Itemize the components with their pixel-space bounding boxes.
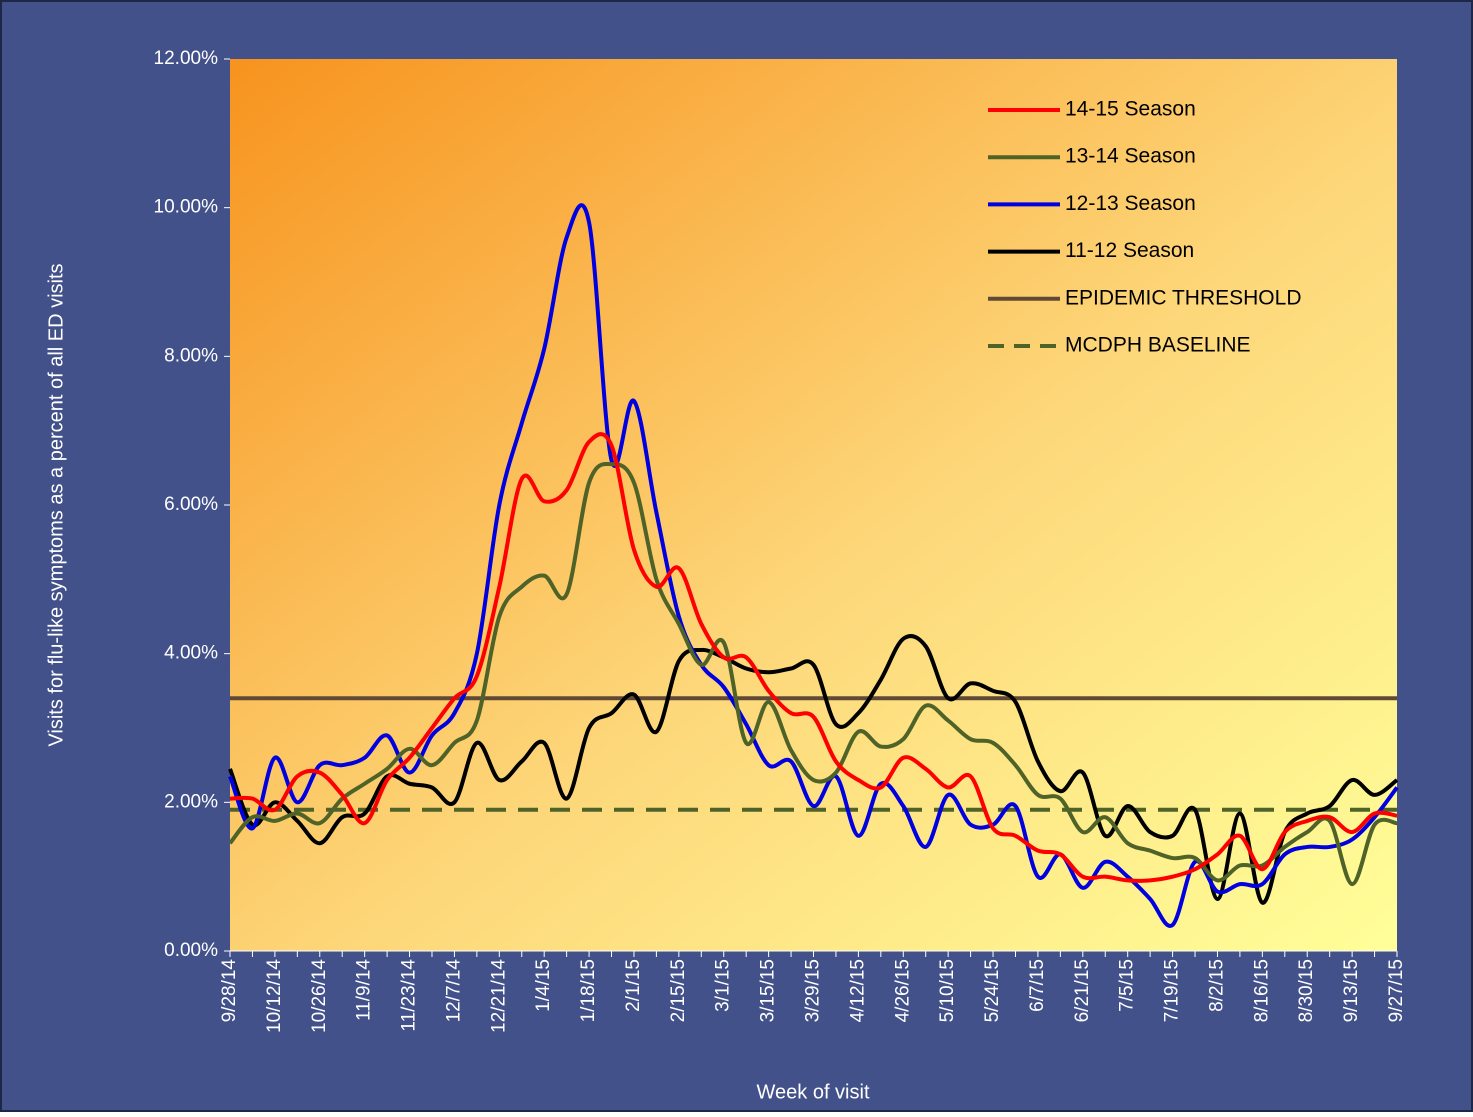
x-tick-label: 3/1/15 bbox=[713, 959, 734, 1012]
x-tick-label: 8/16/15 bbox=[1251, 959, 1272, 1022]
y-tick-label: 6.00% bbox=[164, 494, 218, 515]
x-tick-label: 4/12/15 bbox=[847, 959, 868, 1022]
x-axis-title: Week of visit bbox=[757, 1081, 870, 1103]
legend-label: MCDPH BASELINE bbox=[1065, 334, 1251, 357]
legend-label: 11-12 Season bbox=[1065, 239, 1194, 262]
x-tick-label: 1/18/15 bbox=[578, 959, 599, 1022]
y-tick-label: 0.00% bbox=[164, 940, 218, 961]
x-tick-label: 5/24/15 bbox=[982, 959, 1003, 1022]
y-tick-label: 8.00% bbox=[164, 345, 218, 366]
y-tick-label: 2.00% bbox=[164, 791, 218, 812]
series-line bbox=[228, 461, 1398, 887]
x-tick-label: 6/21/15 bbox=[1072, 959, 1093, 1022]
x-tick-label: 10/12/14 bbox=[264, 959, 285, 1033]
x-tick-label: 1/4/15 bbox=[533, 959, 554, 1012]
x-tick-label: 12/21/14 bbox=[488, 959, 509, 1033]
series-line bbox=[229, 432, 1398, 883]
y-axis-title: Visits for flu-like symptoms as a percen… bbox=[45, 263, 67, 746]
x-tick-label: 2/15/15 bbox=[668, 959, 689, 1022]
x-tick-label: 10/26/14 bbox=[309, 959, 330, 1033]
plot-area bbox=[230, 59, 1397, 951]
x-tick-label: 11/23/14 bbox=[399, 959, 420, 1032]
x-tick-label: 12/7/14 bbox=[443, 959, 464, 1023]
x-tick-label: 3/15/15 bbox=[758, 959, 779, 1022]
legend-label: 12-13 Season bbox=[1065, 192, 1196, 215]
legend-label: EPIDEMIC THRESHOLD bbox=[1065, 286, 1302, 309]
x-tick-label: 4/26/15 bbox=[892, 959, 913, 1022]
legend-label: 13-14 Season bbox=[1065, 145, 1196, 168]
x-tick-label: 6/7/15 bbox=[1027, 959, 1048, 1012]
x-tick-label: 9/28/14 bbox=[219, 959, 240, 1023]
x-tick-label: 3/29/15 bbox=[803, 959, 824, 1022]
legend-label: 14-15 Season bbox=[1065, 98, 1196, 121]
y-tick-label: 12.00% bbox=[154, 48, 219, 69]
x-tick-label: 5/10/15 bbox=[937, 959, 958, 1022]
y-tick-label: 10.00% bbox=[154, 197, 219, 218]
x-tick-label: 2/1/15 bbox=[623, 959, 644, 1012]
x-tick-label: 8/30/15 bbox=[1296, 959, 1317, 1022]
x-tick-label: 7/5/15 bbox=[1117, 959, 1138, 1012]
x-tick-label: 9/13/15 bbox=[1341, 959, 1362, 1022]
x-tick-label: 9/27/15 bbox=[1386, 959, 1407, 1022]
x-tick-label: 11/9/14 bbox=[354, 959, 375, 1021]
series-line bbox=[228, 634, 1399, 905]
x-tick-label: 7/19/15 bbox=[1162, 959, 1183, 1022]
x-tick-label: 8/2/15 bbox=[1206, 959, 1227, 1012]
y-tick-label: 4.00% bbox=[164, 643, 218, 664]
